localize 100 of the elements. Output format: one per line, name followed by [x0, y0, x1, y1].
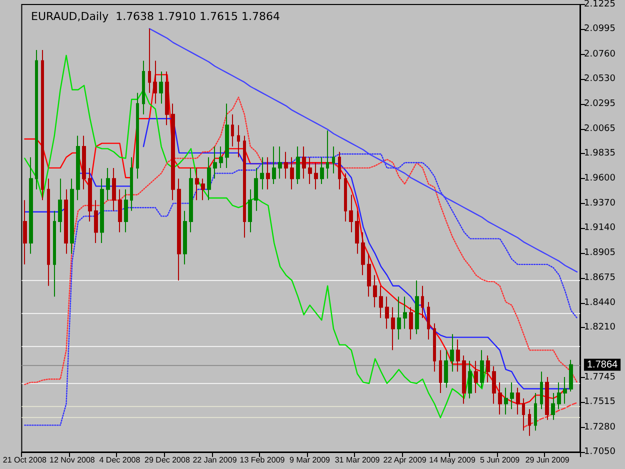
candlestick: [171, 103, 175, 201]
x-tick-label: 13 Feb 2009: [240, 456, 286, 464]
candlestick: [563, 376, 567, 404]
x-tick-label: 5 Jun 2009: [480, 456, 520, 464]
x-tick-label: 14 May 2009: [429, 456, 476, 464]
candlestick: [522, 398, 525, 432]
x-tick-label: 21 Oct 2008: [2, 456, 48, 464]
y-tick-label: 1.8905: [584, 248, 616, 258]
candlestick: [474, 360, 478, 394]
candlestick: [540, 371, 543, 410]
candlestick: [58, 178, 62, 233]
candlestick: [272, 146, 276, 185]
candlestick: [207, 156, 211, 201]
candlestick: [308, 156, 312, 185]
candlestick: [415, 280, 419, 335]
candlestick: [290, 156, 294, 190]
candlestick: [231, 114, 234, 148]
candlestick: [100, 178, 104, 244]
candlestick: [409, 306, 413, 340]
y-tick-label: 2.0760: [584, 49, 616, 60]
candlestick: [462, 355, 466, 404]
candlestick: [534, 392, 537, 432]
candlestick: [486, 355, 490, 383]
candlestick: [403, 296, 407, 330]
candlestick: [314, 162, 318, 190]
candlestick: [248, 188, 252, 233]
candlestick: [397, 296, 401, 340]
candlestick: [284, 151, 288, 180]
candlestick: [112, 167, 116, 212]
candlestick: [148, 28, 151, 94]
candlestick: [260, 156, 264, 190]
candlestick: [361, 232, 365, 276]
candlestick: [70, 178, 74, 254]
y-tick-label: 1.7050: [584, 447, 616, 457]
candlestick: [421, 285, 424, 319]
line-series: [24, 54, 489, 418]
candlestick: [94, 200, 98, 244]
line-series: [148, 28, 578, 273]
candlestick: [41, 50, 44, 201]
candlestick: [29, 156, 33, 254]
candlestick: [367, 253, 371, 298]
candlestick: [142, 60, 145, 115]
candlestick: [136, 92, 139, 180]
y-tick-label: 2.0295: [584, 99, 616, 110]
candlestick: [237, 124, 240, 158]
candlestick: [450, 334, 454, 372]
candlestick: [338, 151, 341, 190]
text: EURAUD,Daily 1.7638 1.7910 1.7615 1.7864: [31, 10, 280, 23]
candlestick: [391, 306, 395, 351]
candlestick: [183, 210, 187, 265]
y-tick-label: 1.8675: [584, 272, 616, 283]
y-tick-label: 1.8210: [584, 322, 616, 333]
candlestick: [201, 178, 205, 201]
candlestick: [528, 408, 531, 436]
x-tick-label: 4 Dec 2008: [99, 456, 141, 464]
candlestick: [64, 188, 68, 254]
candlestick: [468, 360, 472, 399]
candlestick: [195, 167, 199, 201]
candlestick: [355, 210, 359, 254]
candlestick: [159, 70, 163, 104]
candlestick: [516, 387, 520, 415]
candlestick: [130, 156, 133, 212]
candlestick: [344, 172, 347, 222]
candlestick: [82, 135, 86, 190]
candlestick: [492, 366, 496, 404]
candlestick: [254, 167, 258, 212]
candlestick: [498, 382, 502, 415]
y-tick-label: 1.9140: [584, 222, 616, 233]
y-tick-label: 1.8440: [584, 298, 616, 308]
candlestick: [124, 188, 128, 233]
x-tick-label: 29 Jun 2009: [525, 456, 570, 464]
candlestick: [35, 50, 38, 190]
line-series: [24, 153, 578, 426]
y-tick-label: 1.9370: [584, 198, 616, 208]
candlestick: [225, 103, 229, 168]
candlestick: [433, 322, 436, 372]
line-series: [522, 402, 578, 428]
candlestick: [189, 167, 193, 233]
x-tick-label: 12 Nov 2008: [50, 456, 96, 464]
candlestick: [266, 156, 270, 190]
y-tick-label: 1.7745: [584, 372, 616, 383]
candlestick: [551, 392, 555, 420]
candlestick: [545, 376, 549, 420]
candlestick: [296, 146, 300, 185]
y-tick-label: 1.7280: [584, 422, 616, 432]
candlestick: [320, 156, 324, 185]
x-tick-label: 9 Mar 2009: [290, 456, 331, 464]
y-tick-label: 1.9600: [584, 174, 616, 184]
candlestick: [76, 135, 80, 201]
y-tick-label: 1.9835: [584, 148, 616, 158]
x-tick-label: 22 Apr 2009: [383, 456, 427, 464]
candlestick: [326, 130, 329, 180]
candlestick: [53, 210, 56, 298]
y-tick-label: 2.0995: [584, 24, 616, 34]
candlestick: [504, 387, 508, 415]
x-tick-label: 29 Dec 2008: [144, 456, 190, 464]
x-tick-label: 31 Mar 2009: [334, 456, 380, 464]
candlestick: [349, 194, 353, 233]
candlestick: [243, 135, 246, 238]
ref-line-label: 1.7864: [587, 359, 618, 370]
